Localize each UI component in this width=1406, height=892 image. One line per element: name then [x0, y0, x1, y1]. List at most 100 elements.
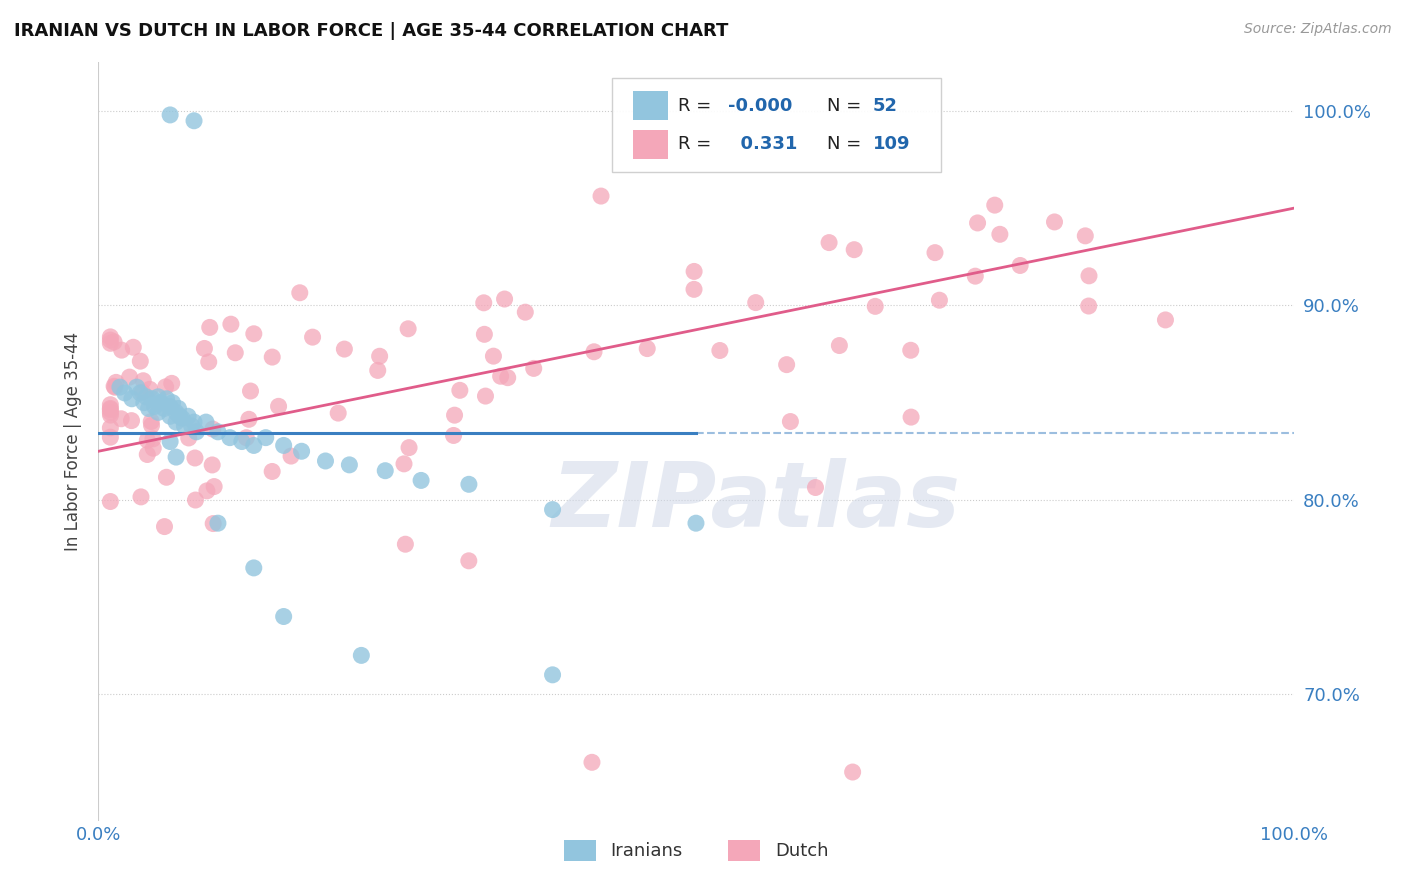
Point [924, 245, 946, 260]
Point [136, 433, 159, 447]
Point [184, 450, 207, 465]
Point [159, 434, 181, 449]
Point [685, 516, 707, 531]
Point [267, 400, 290, 414]
Point [900, 343, 922, 358]
Point [367, 363, 389, 377]
Point [98, 405, 122, 419]
Point [474, 389, 496, 403]
Point [162, 395, 184, 409]
Point [541, 502, 564, 516]
Point [273, 609, 295, 624]
Point [392, 457, 415, 471]
Point [243, 561, 266, 575]
Point [153, 401, 176, 416]
Point [262, 350, 284, 364]
Point [398, 441, 420, 455]
Point [103, 379, 125, 393]
Point [138, 401, 160, 416]
Point [153, 519, 176, 533]
Text: -0.000: -0.000 [728, 97, 793, 115]
Point [198, 320, 221, 334]
Point [984, 198, 1007, 212]
Point [186, 425, 208, 439]
Point [195, 415, 218, 429]
Point [443, 408, 465, 422]
Point [396, 322, 419, 336]
Point [841, 765, 863, 780]
Point [105, 376, 128, 390]
Point [202, 479, 225, 493]
Point [496, 370, 519, 384]
FancyBboxPatch shape [633, 129, 668, 159]
Point [581, 756, 603, 770]
Point [136, 448, 159, 462]
Point [100, 408, 122, 422]
Point [121, 392, 143, 406]
Point [201, 458, 224, 472]
Point [184, 493, 207, 508]
Point [98, 330, 122, 344]
Point [193, 342, 215, 356]
Point [183, 113, 205, 128]
Point [238, 412, 260, 426]
Point [449, 384, 471, 398]
Point [515, 305, 537, 319]
Point [165, 415, 187, 429]
Point [411, 474, 433, 488]
Point [169, 409, 191, 424]
Point [589, 189, 612, 203]
Point [745, 295, 768, 310]
Point [315, 454, 337, 468]
Point [243, 326, 266, 341]
Point [683, 264, 706, 278]
Point [148, 390, 170, 404]
Point [142, 432, 165, 446]
Point [132, 395, 155, 409]
Point [224, 345, 246, 359]
Point [143, 400, 166, 414]
Point [177, 409, 200, 424]
Text: 52: 52 [873, 97, 898, 115]
Point [988, 227, 1011, 242]
Point [110, 411, 132, 425]
Point [207, 425, 229, 439]
Point [149, 395, 172, 409]
Point [98, 402, 122, 417]
Point [155, 380, 177, 394]
Point [135, 390, 157, 404]
Point [280, 449, 302, 463]
Text: ZIPatlas: ZIPatlas [551, 458, 960, 546]
Point [231, 434, 253, 449]
Point [472, 295, 495, 310]
Point [328, 406, 350, 420]
Point [779, 415, 801, 429]
Point [1043, 215, 1066, 229]
Point [350, 648, 373, 663]
Point [155, 470, 177, 484]
Point [104, 380, 127, 394]
Point [98, 398, 122, 412]
Point [818, 235, 841, 250]
Point [1010, 259, 1032, 273]
Text: 0.331: 0.331 [728, 136, 797, 153]
Point [828, 338, 851, 352]
Point [98, 401, 122, 416]
Point [928, 293, 950, 308]
Point [159, 409, 181, 424]
Point [201, 422, 224, 436]
Text: R =: R = [678, 136, 717, 153]
Point [394, 537, 416, 551]
Point [523, 361, 546, 376]
Point [900, 410, 922, 425]
Point [709, 343, 731, 358]
Point [180, 419, 202, 434]
Point [243, 438, 266, 452]
Point [108, 380, 131, 394]
Point [141, 414, 163, 428]
Point [219, 431, 242, 445]
Point [966, 216, 988, 230]
Point [195, 483, 218, 498]
Point [262, 465, 284, 479]
Text: Source: ZipAtlas.com: Source: ZipAtlas.com [1244, 22, 1392, 37]
